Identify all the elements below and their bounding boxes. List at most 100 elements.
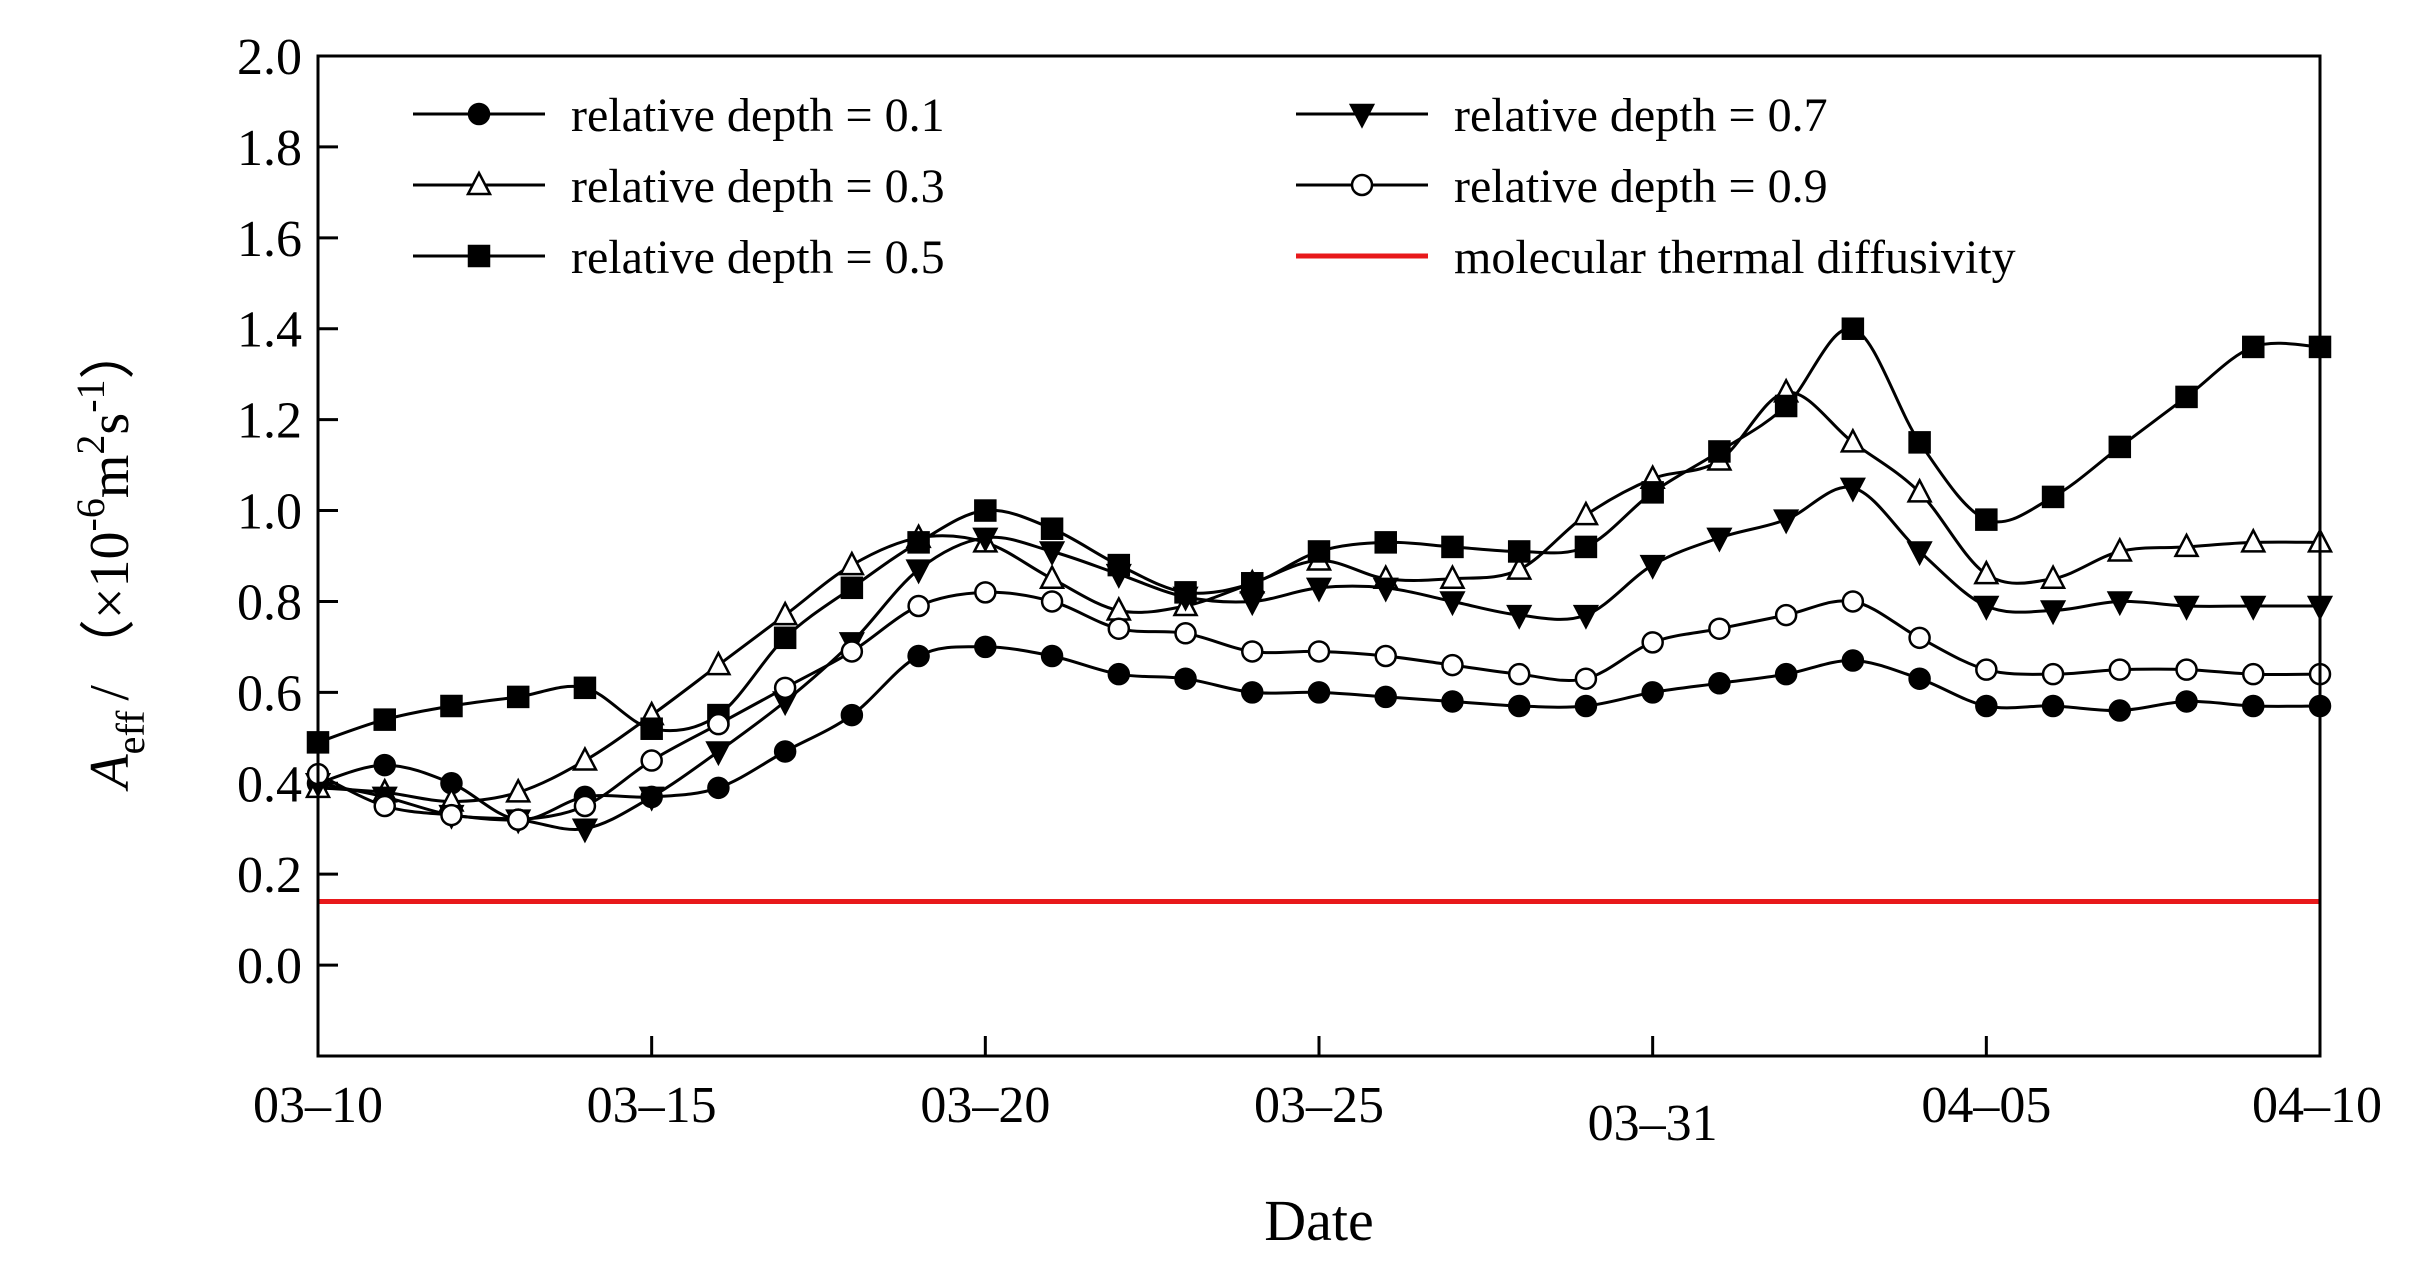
data-point xyxy=(1641,631,1664,654)
y-axis-label-close: ） xyxy=(79,323,141,379)
data-point xyxy=(1174,667,1197,690)
x-tick-label: 03–20 xyxy=(920,1077,1050,1134)
legend-item: molecular thermal diffusivity xyxy=(1296,231,2016,284)
y-axis-label-unit1: m xyxy=(79,455,141,499)
y-axis-label-exp2: 2 xyxy=(68,435,113,455)
legend-item: relative depth = 0.9 xyxy=(1296,160,1828,213)
data-point xyxy=(640,717,663,740)
y-tick-label: 0.6 xyxy=(237,665,302,722)
data-point xyxy=(1975,508,1998,531)
legend-marker xyxy=(1348,103,1376,129)
data-point xyxy=(1574,667,1598,690)
series-5 xyxy=(306,581,2332,831)
data-point xyxy=(1708,440,1731,463)
data-point xyxy=(373,708,396,731)
data-point xyxy=(974,581,997,604)
data-point xyxy=(1241,681,1264,704)
data-point xyxy=(1107,662,1131,686)
axes: 0.0 0.2 0.4 0.6 0.8 1.0 1.2 1.4 1.6 1.8 2.0 03–10 03… xyxy=(237,29,2382,1152)
series-3 xyxy=(306,317,2332,754)
legend-label: relative depth = 0.5 xyxy=(571,231,945,284)
data-point xyxy=(838,550,865,576)
legend-label: relative depth = 0.1 xyxy=(571,89,945,142)
y-axis-label-exp1: -6 xyxy=(68,498,113,531)
data-point xyxy=(1574,535,1598,559)
y-tick-label: 1.4 xyxy=(237,302,302,359)
data-point xyxy=(2041,694,2065,718)
data-point xyxy=(2240,595,2267,621)
y-tick-label: 1.0 xyxy=(237,484,302,541)
data-point xyxy=(440,694,463,718)
y-axis-label-unit2: s xyxy=(79,413,141,435)
data-point xyxy=(1906,541,1933,567)
data-point xyxy=(2173,532,2200,558)
x-axis-label: Date xyxy=(1264,1188,1374,1253)
plot-content xyxy=(304,317,2334,904)
data-point xyxy=(1773,509,1800,535)
y-tick-label: 1.8 xyxy=(237,120,302,177)
data-point xyxy=(1708,672,1731,695)
data-point xyxy=(2175,690,2198,713)
data-point xyxy=(506,685,530,709)
data-point xyxy=(1040,590,1064,613)
data-point xyxy=(2240,527,2267,553)
data-point xyxy=(1040,644,1064,668)
data-point xyxy=(1439,564,1466,589)
data-point xyxy=(1507,540,1531,563)
data-point xyxy=(907,594,930,618)
data-point xyxy=(773,626,797,650)
data-point xyxy=(1908,667,1931,690)
legend-item: relative depth = 0.5 xyxy=(413,231,945,284)
data-point xyxy=(1506,604,1533,630)
legend-label: molecular thermal diffusivity xyxy=(1454,231,2016,284)
data-point xyxy=(2106,591,2133,617)
data-point xyxy=(506,808,530,831)
data-point xyxy=(1241,572,1264,595)
data-point xyxy=(1572,604,1599,630)
y-tick-label: 0.8 xyxy=(237,574,302,631)
data-point xyxy=(1572,500,1599,526)
legend: relative depth = 0.1 relative depth = 0.3… xyxy=(413,89,2016,284)
data-point xyxy=(1374,685,1397,709)
data-point xyxy=(1507,662,1531,686)
data-point xyxy=(1441,690,1464,713)
data-point xyxy=(1372,577,1399,603)
legend-label: relative depth = 0.3 xyxy=(571,160,945,213)
data-point xyxy=(1574,694,1598,718)
data-point xyxy=(1641,681,1664,704)
data-point xyxy=(707,776,730,800)
x-tick-label: 03–31 xyxy=(1588,1095,1718,1152)
y-tick-label: 0.2 xyxy=(237,847,302,904)
data-point xyxy=(1506,554,1533,580)
data-point xyxy=(2108,658,2132,681)
y-axis-label-variable: A xyxy=(79,754,141,793)
y-tick-label: 0.0 xyxy=(237,938,302,995)
data-point xyxy=(1908,431,1931,454)
data-point xyxy=(505,777,532,803)
data-point xyxy=(1839,477,1866,503)
data-point xyxy=(2108,435,2132,459)
data-point xyxy=(2040,564,2067,589)
data-point xyxy=(1307,640,1331,663)
data-point xyxy=(1774,394,1798,418)
y-tick-label: 2.0 xyxy=(237,29,302,86)
data-point xyxy=(1908,626,1931,650)
y-axis-label-slash: / xyxy=(79,685,141,701)
data-point xyxy=(772,600,799,626)
data-point xyxy=(2041,662,2065,686)
data-point xyxy=(1708,617,1731,640)
legend-item: relative depth = 0.1 xyxy=(413,89,945,142)
legend-label: relative depth = 0.7 xyxy=(1454,89,1828,142)
data-point xyxy=(2242,662,2265,686)
data-point xyxy=(2242,335,2265,359)
data-point xyxy=(705,650,732,676)
data-point xyxy=(907,531,930,554)
data-point xyxy=(1774,603,1798,627)
legend-marker xyxy=(465,170,493,196)
data-point xyxy=(1439,591,1466,617)
data-point xyxy=(907,644,930,668)
data-point xyxy=(1172,586,1199,612)
data-point xyxy=(840,576,864,600)
data-point xyxy=(640,749,663,772)
data-point xyxy=(1241,640,1264,663)
